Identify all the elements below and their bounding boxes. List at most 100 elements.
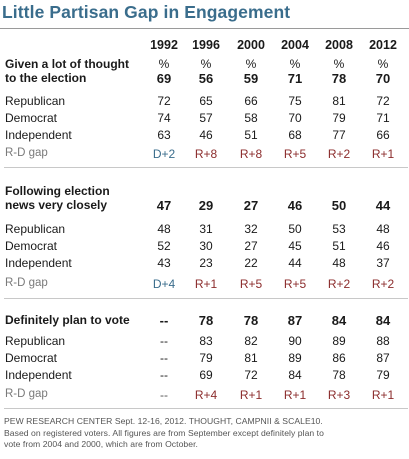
gap-value: R+2 [371, 277, 395, 291]
row-label: Republican [5, 334, 66, 348]
cell-value: 89 [332, 334, 346, 348]
cell-value: 48 [157, 222, 171, 236]
cell-value: 44 [288, 256, 302, 270]
gap-value: R+1 [371, 388, 395, 402]
table-row: Independent 43 23 22 44 48 37 [0, 256, 409, 272]
gap-value: R+4 [194, 388, 218, 402]
cell-value: 78 [332, 368, 346, 382]
cell-value: 87 [376, 351, 390, 365]
year-header: 2008 [325, 38, 353, 52]
cell-value: 86 [332, 351, 346, 365]
cell-value: 43 [157, 256, 171, 270]
row-label: Republican [5, 222, 66, 236]
gap-value: R+2 [327, 147, 351, 161]
cell-value: 50 [288, 222, 302, 236]
cell-value: 69 [199, 368, 213, 382]
year-header: 1992 [150, 38, 178, 52]
table-row: Republican -- 83 82 90 89 88 [0, 334, 409, 350]
cell-value: 79 [332, 111, 346, 125]
row-label: Independent [5, 128, 72, 142]
cell-value: 79 [376, 368, 390, 382]
table-row: Republican 48 31 32 50 53 48 [0, 222, 409, 238]
gap-label: R-D gap [5, 147, 48, 159]
gap-value: R+1 [371, 147, 395, 161]
cell-value: 74 [157, 111, 171, 125]
cell-value: 77 [332, 128, 346, 142]
section-divider [4, 167, 408, 168]
section-total-row: news very closely 47 29 27 46 50 44 [0, 198, 409, 214]
gap-value: R+1 [239, 388, 263, 402]
cell-value: 90 [288, 334, 302, 348]
year-header-row: 1992 1996 2000 2004 2008 2012 [0, 38, 409, 54]
gap-value: R+5 [283, 147, 307, 161]
total-value: 84 [375, 313, 391, 328]
total-value: 56 [198, 71, 214, 86]
year-header: 2000 [237, 38, 265, 52]
gap-value: R+2 [327, 277, 351, 291]
table-row: Independent 63 46 51 68 77 66 [0, 128, 409, 144]
cell-value: 53 [332, 222, 346, 236]
cell-value: 88 [376, 334, 390, 348]
total-value: 78 [243, 313, 259, 328]
gap-label: R-D gap [5, 388, 48, 400]
note-line: vote from 2004 and 2000, which are from … [4, 439, 198, 449]
cell-value: -- [160, 351, 168, 365]
gap-row: R-D gap D+4 R+1 R+5 R+5 R+2 R+2 [0, 277, 409, 293]
total-value: 71 [287, 71, 303, 86]
section-heading-line1: Following election [0, 184, 409, 200]
cell-value: 30 [199, 239, 213, 253]
table-row: Republican 72 65 66 75 81 72 [0, 94, 409, 110]
gap-row: R-D gap D+2 R+8 R+8 R+5 R+2 R+1 [0, 147, 409, 163]
percent-mark: % [333, 57, 345, 71]
gap-row: R-D gap -- R+4 R+1 R+1 R+3 R+1 [0, 388, 409, 404]
total-value: 27 [243, 198, 259, 213]
table-row: Democrat 74 57 58 70 79 71 [0, 111, 409, 127]
section-heading: Definitely plan to vote [5, 313, 130, 327]
section-heading: to the election [5, 71, 87, 85]
total-value: 44 [375, 198, 391, 213]
cell-value: 65 [199, 94, 213, 108]
percent-mark: % [289, 57, 301, 71]
cell-value: 68 [288, 128, 302, 142]
cell-value: 48 [376, 222, 390, 236]
cell-value: 27 [244, 239, 258, 253]
gap-value: -- [160, 388, 168, 402]
cell-value: 79 [199, 351, 213, 365]
cell-value: 66 [376, 128, 390, 142]
total-value: 87 [287, 313, 303, 328]
section-total-row: Definitely plan to vote -- 78 78 87 84 8… [0, 313, 409, 329]
cell-value: 45 [288, 239, 302, 253]
gap-value: R+8 [194, 147, 218, 161]
page-title: Little Partisan Gap in Engagement [2, 2, 291, 22]
cell-value: 46 [376, 239, 390, 253]
total-value: 50 [331, 198, 347, 213]
section-heading: news very closely [5, 198, 108, 212]
section-divider [4, 298, 408, 299]
table-row: Democrat -- 79 81 89 86 87 [0, 351, 409, 367]
total-value: 70 [375, 71, 391, 86]
percent-mark: % [158, 57, 170, 71]
cell-value: 72 [157, 94, 171, 108]
total-value: 59 [243, 71, 259, 86]
cell-value: 51 [244, 128, 258, 142]
source-note: PEW RESEARCH CENTER Sept. 12-16, 2012. T… [4, 416, 324, 451]
total-value: 29 [198, 198, 214, 213]
cell-value: 57 [199, 111, 213, 125]
cell-value: 48 [332, 256, 346, 270]
row-label: Independent [5, 368, 72, 382]
cell-value: 75 [288, 94, 302, 108]
cell-value: 81 [244, 351, 258, 365]
cell-value: 63 [157, 128, 171, 142]
gap-value: R+5 [239, 277, 263, 291]
percent-mark: % [245, 57, 257, 71]
gap-value: D+2 [152, 147, 176, 161]
gap-value: R+3 [327, 388, 351, 402]
total-value: 69 [156, 71, 172, 86]
row-label: Republican [5, 94, 66, 108]
total-value: 84 [331, 313, 347, 328]
cell-value: 52 [157, 239, 171, 253]
year-header: 1996 [192, 38, 220, 52]
gap-value: R+1 [194, 277, 218, 291]
section-total-row: to the election 69 56 59 71 78 70 [0, 71, 409, 87]
